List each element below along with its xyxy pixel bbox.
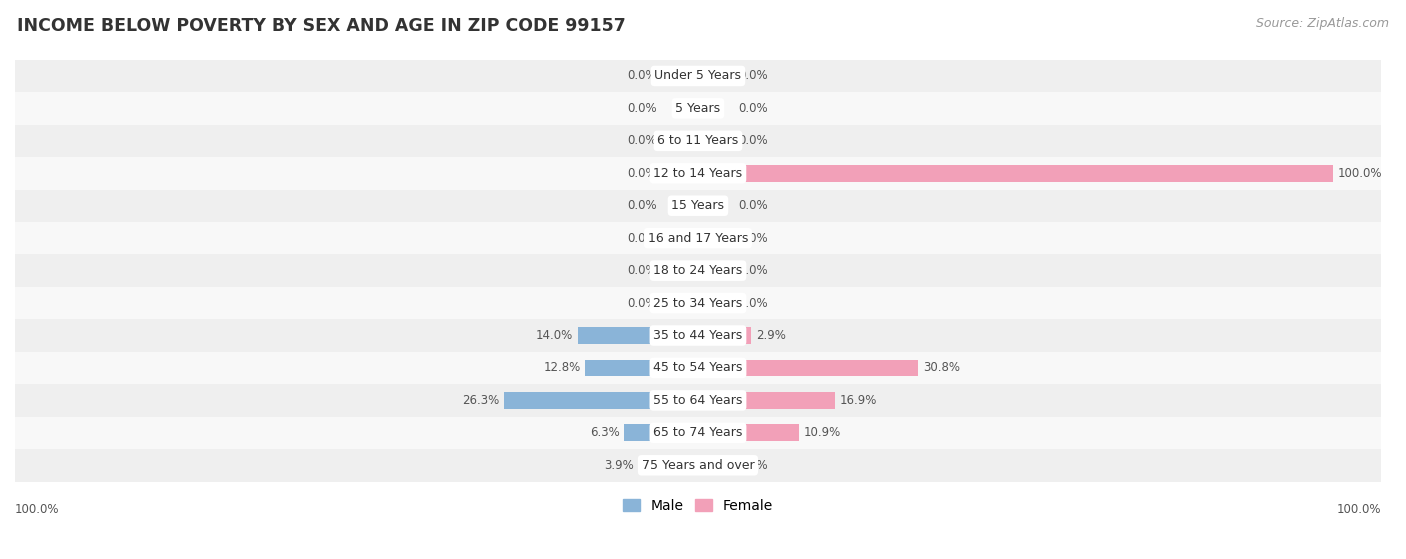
Text: 75 Years and over: 75 Years and over — [641, 459, 754, 472]
Text: 26.3%: 26.3% — [463, 394, 499, 407]
Text: 18 to 24 Years: 18 to 24 Years — [654, 264, 742, 277]
Bar — [734, 392, 835, 409]
Bar — [15, 352, 1381, 384]
Text: 0.0%: 0.0% — [627, 102, 657, 115]
Text: 2.9%: 2.9% — [756, 329, 786, 342]
Text: Under 5 Years: Under 5 Years — [654, 69, 741, 82]
Bar — [15, 222, 1381, 254]
Legend: Male, Female: Male, Female — [623, 499, 773, 513]
Text: 0.0%: 0.0% — [738, 297, 768, 310]
Text: 0.0%: 0.0% — [738, 69, 768, 82]
Text: 0.0%: 0.0% — [627, 134, 657, 148]
Text: 0.0%: 0.0% — [738, 231, 768, 245]
Bar — [624, 424, 662, 441]
Bar — [505, 392, 662, 409]
Text: 25 to 34 Years: 25 to 34 Years — [654, 297, 742, 310]
Text: 0.0%: 0.0% — [738, 264, 768, 277]
Text: 100.0%: 100.0% — [1337, 167, 1382, 180]
Text: 16 and 17 Years: 16 and 17 Years — [648, 231, 748, 245]
Bar — [15, 319, 1381, 352]
Bar — [15, 60, 1381, 92]
Bar — [734, 327, 751, 344]
Bar — [15, 125, 1381, 157]
Text: 0.0%: 0.0% — [627, 167, 657, 180]
Text: 15 Years: 15 Years — [672, 199, 724, 212]
Text: 5 Years: 5 Years — [675, 102, 720, 115]
Text: 3.9%: 3.9% — [605, 459, 634, 472]
Bar — [585, 359, 662, 376]
Text: 16.9%: 16.9% — [839, 394, 877, 407]
Bar — [15, 92, 1381, 125]
Text: 65 to 74 Years: 65 to 74 Years — [654, 427, 742, 439]
Text: 55 to 64 Years: 55 to 64 Years — [654, 394, 742, 407]
Text: 12 to 14 Years: 12 to 14 Years — [654, 167, 742, 180]
Bar — [734, 165, 1333, 182]
Text: 0.0%: 0.0% — [627, 69, 657, 82]
Text: 0.0%: 0.0% — [627, 199, 657, 212]
Text: 0.0%: 0.0% — [738, 199, 768, 212]
Text: 0.0%: 0.0% — [738, 102, 768, 115]
Bar — [638, 457, 662, 473]
Text: 100.0%: 100.0% — [1337, 503, 1381, 515]
Text: 6 to 11 Years: 6 to 11 Years — [658, 134, 738, 148]
Text: 10.9%: 10.9% — [804, 427, 841, 439]
Bar — [578, 327, 662, 344]
Text: 45 to 54 Years: 45 to 54 Years — [654, 362, 742, 375]
Bar — [15, 254, 1381, 287]
Text: 0.0%: 0.0% — [627, 264, 657, 277]
Text: 100.0%: 100.0% — [15, 503, 59, 515]
Bar — [15, 384, 1381, 416]
Bar — [15, 416, 1381, 449]
Text: 12.8%: 12.8% — [543, 362, 581, 375]
Text: 30.8%: 30.8% — [924, 362, 960, 375]
Text: 35 to 44 Years: 35 to 44 Years — [654, 329, 742, 342]
Bar — [734, 424, 799, 441]
Text: 14.0%: 14.0% — [536, 329, 574, 342]
Text: 0.0%: 0.0% — [738, 134, 768, 148]
Text: 0.0%: 0.0% — [627, 297, 657, 310]
Text: INCOME BELOW POVERTY BY SEX AND AGE IN ZIP CODE 99157: INCOME BELOW POVERTY BY SEX AND AGE IN Z… — [17, 17, 626, 35]
Bar — [15, 449, 1381, 481]
Text: 6.3%: 6.3% — [589, 427, 620, 439]
Bar — [734, 359, 918, 376]
Bar — [15, 157, 1381, 190]
Text: 0.0%: 0.0% — [627, 231, 657, 245]
Text: Source: ZipAtlas.com: Source: ZipAtlas.com — [1256, 17, 1389, 30]
Bar — [15, 287, 1381, 319]
Text: 0.0%: 0.0% — [738, 459, 768, 472]
Bar — [15, 190, 1381, 222]
